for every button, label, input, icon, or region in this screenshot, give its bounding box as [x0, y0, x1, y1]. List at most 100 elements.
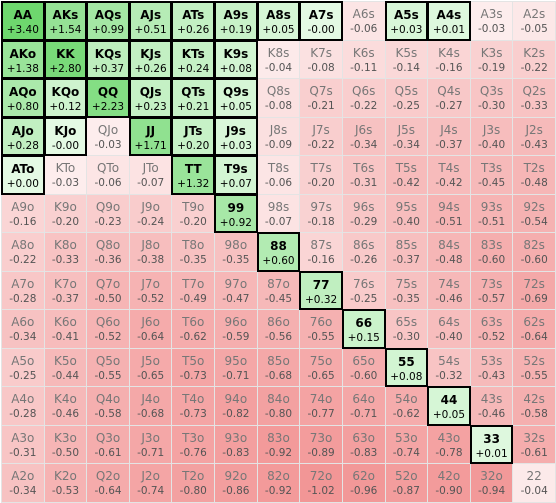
- hand-label: 94s: [438, 199, 460, 214]
- hand-cell: ATo +0.00: [1, 155, 45, 195]
- hand-label: A5o: [11, 353, 35, 368]
- ev-value: -0.22: [9, 254, 37, 267]
- ev-value: -0.61: [94, 446, 122, 459]
- hand-label: T7s: [310, 161, 332, 176]
- ev-value: -0.52: [137, 292, 165, 305]
- hand-label: 93o: [224, 430, 248, 445]
- hand-cell: 85s -0.37: [384, 232, 429, 272]
- hand-cell: K4o -0.46: [43, 386, 88, 426]
- ev-value: -0.35: [392, 292, 420, 305]
- hand-cell: A9s +0.19: [214, 1, 258, 41]
- hand-cell: 62o -0.96: [341, 463, 386, 503]
- hand-cell: QQ +2.23: [86, 78, 130, 118]
- hand-label: K4o: [53, 392, 77, 407]
- hand-cell: KJo -0.00: [43, 116, 88, 157]
- hand-label: 62s: [523, 315, 545, 330]
- hand-label: K7o: [53, 276, 77, 291]
- hand-cell: 92s -0.54: [512, 193, 556, 234]
- ev-value: -0.38: [137, 254, 165, 267]
- hand-label: 43s: [480, 392, 503, 407]
- hand-cell: 53s -0.43: [469, 347, 514, 388]
- ev-value: -0.89: [307, 446, 335, 459]
- hand-label: K6o: [53, 315, 77, 330]
- ev-value: -0.00: [307, 24, 335, 36]
- ev-value: -0.22: [350, 100, 378, 113]
- hand-label: A4o: [11, 392, 35, 407]
- ev-value: -0.50: [94, 292, 122, 305]
- hand-label: AJo: [11, 123, 34, 138]
- hand-label: 84s: [438, 238, 460, 253]
- ev-value: -0.26: [350, 254, 378, 267]
- hand-cell: A5s +0.03: [384, 1, 429, 41]
- hand-label: 87s: [310, 238, 332, 253]
- hand-cell: 96s -0.29: [341, 193, 386, 234]
- hand-cell: J6s -0.34: [341, 116, 386, 157]
- hand-label: 97o: [224, 276, 248, 291]
- ev-value: -0.06: [264, 177, 293, 190]
- ev-value: -0.20: [307, 177, 335, 190]
- hand-label: KQs: [94, 46, 122, 61]
- hand-cell: T9o -0.20: [171, 193, 216, 234]
- ev-value: -0.80: [179, 485, 207, 498]
- hand-label: KJs: [140, 46, 162, 61]
- hand-cell: 77 +0.32: [299, 270, 343, 311]
- ev-value: -0.62: [179, 331, 207, 344]
- ev-value: +1.32: [177, 178, 210, 191]
- ev-value: -0.65: [307, 369, 335, 382]
- hand-cell: K3o -0.50: [43, 424, 88, 465]
- hand-label: 55: [397, 354, 415, 369]
- hand-cell: J5o -0.65: [128, 347, 173, 388]
- hand-cell: K6s -0.11: [341, 39, 386, 80]
- ev-value: -0.36: [94, 254, 122, 267]
- hand-cell: A8o -0.22: [1, 232, 45, 272]
- hand-label: AQo: [8, 85, 37, 100]
- hand-label: JTs: [184, 123, 203, 138]
- hand-label: 74s: [438, 276, 460, 291]
- hand-label: 63o: [352, 430, 376, 445]
- hand-label: 53s: [480, 353, 503, 368]
- ev-value: +0.37: [91, 62, 125, 75]
- hand-label: J6o: [141, 315, 160, 330]
- hand-label: ATo: [11, 162, 35, 177]
- ev-value: -0.37: [392, 254, 420, 267]
- ev-value: -0.34: [9, 331, 37, 344]
- ev-value: -0.41: [51, 331, 79, 344]
- hand-label: J8s: [269, 122, 288, 137]
- hand-cell: Q2o -0.64: [86, 463, 130, 503]
- ev-value: +0.03: [390, 24, 423, 36]
- ev-value: -0.62: [392, 408, 420, 421]
- hand-label: A9s: [223, 8, 249, 22]
- ev-value: -0.03: [94, 138, 122, 151]
- hand-label: JJ: [146, 123, 156, 138]
- hand-label: Q4o: [95, 392, 121, 407]
- ev-value: -0.46: [435, 292, 463, 305]
- ev-value: -0.71: [137, 446, 165, 459]
- ev-value: -0.46: [51, 408, 79, 421]
- ev-value: -0.68: [137, 408, 165, 421]
- hand-cell: T6o -0.62: [171, 309, 216, 349]
- hand-cell: 93s -0.51: [469, 193, 514, 234]
- hand-cell: JTo -0.07: [128, 155, 173, 195]
- hand-label: T5o: [182, 353, 205, 368]
- hand-label: KTs: [181, 46, 205, 61]
- ev-value: -0.16: [9, 215, 37, 228]
- ev-value: -0.07: [264, 215, 293, 228]
- hand-cell: Q3o -0.61: [86, 424, 130, 465]
- hand-cell: ATs +0.26: [171, 1, 216, 41]
- hand-cell: Q4s -0.27: [427, 78, 471, 118]
- ev-value: +0.01: [475, 447, 508, 460]
- hand-label: T8o: [182, 238, 205, 253]
- hand-label: J7o: [141, 276, 160, 291]
- ev-value: -0.37: [435, 138, 463, 151]
- ev-value: -0.24: [137, 215, 165, 228]
- hand-label: K2o: [53, 469, 77, 484]
- hand-cell: 83s -0.60: [469, 232, 514, 272]
- ev-value: -0.73: [179, 408, 207, 421]
- hand-cell: A7o -0.28: [1, 270, 45, 311]
- hand-cell: K5s -0.14: [384, 39, 429, 80]
- hand-cell: 75o -0.65: [299, 347, 343, 388]
- ev-value: +0.28: [6, 139, 39, 152]
- ev-value: -0.06: [350, 23, 378, 35]
- hand-cell: 84s -0.48: [427, 232, 471, 272]
- hand-cell: KQo +0.12: [43, 78, 88, 118]
